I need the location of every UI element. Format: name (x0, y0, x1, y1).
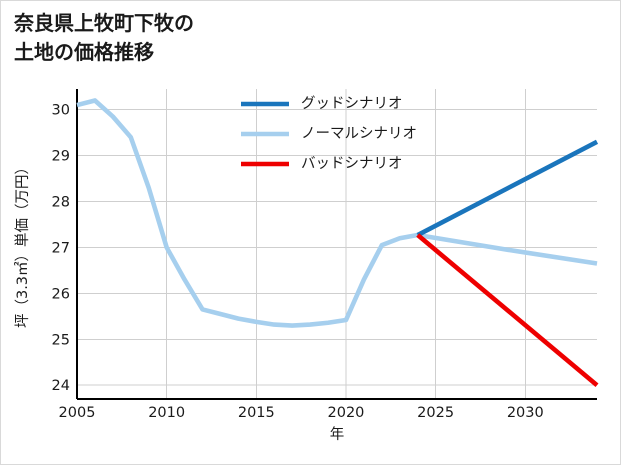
x-tick-label: 2030 (507, 405, 544, 421)
legend-label: ノーマルシナリオ (301, 126, 417, 142)
x-tick-label: 2025 (417, 405, 454, 421)
y-tick-label: 24 (52, 378, 70, 394)
y-tick-label: 27 (52, 240, 70, 256)
y-tick-label: 29 (52, 149, 70, 165)
y-tick-label: 30 (52, 103, 70, 119)
x-axis-ticks: 2005 2010 2015 2020 2025 2030 (59, 405, 544, 421)
y-axis-title: 坪（3.3㎡）単価（万円） (14, 160, 31, 328)
data-series-group (76, 98, 599, 387)
x-axis-title: 年 (330, 426, 345, 443)
legend-label: バッドシナリオ (301, 156, 403, 172)
y-tick-label: 26 (52, 286, 70, 302)
page-title: 奈良県上牧町下牧の 土地の価格推移 (14, 11, 194, 64)
x-tick-label: 2005 (59, 405, 96, 421)
x-tick-label: 2020 (328, 405, 365, 421)
y-tick-label: 25 (52, 332, 70, 348)
series-line-bad (416, 233, 599, 387)
series-line-good (416, 139, 599, 238)
y-tick-label: 28 (52, 195, 70, 211)
y-axis-ticks: 24 25 26 27 28 29 30 (52, 103, 70, 395)
legend-label: グッドシナリオ (301, 95, 403, 112)
axis-lines (76, 89, 597, 400)
x-tick-label: 2015 (238, 405, 275, 421)
series-line-normal (76, 98, 598, 328)
x-tick-label: 2010 (148, 405, 185, 421)
